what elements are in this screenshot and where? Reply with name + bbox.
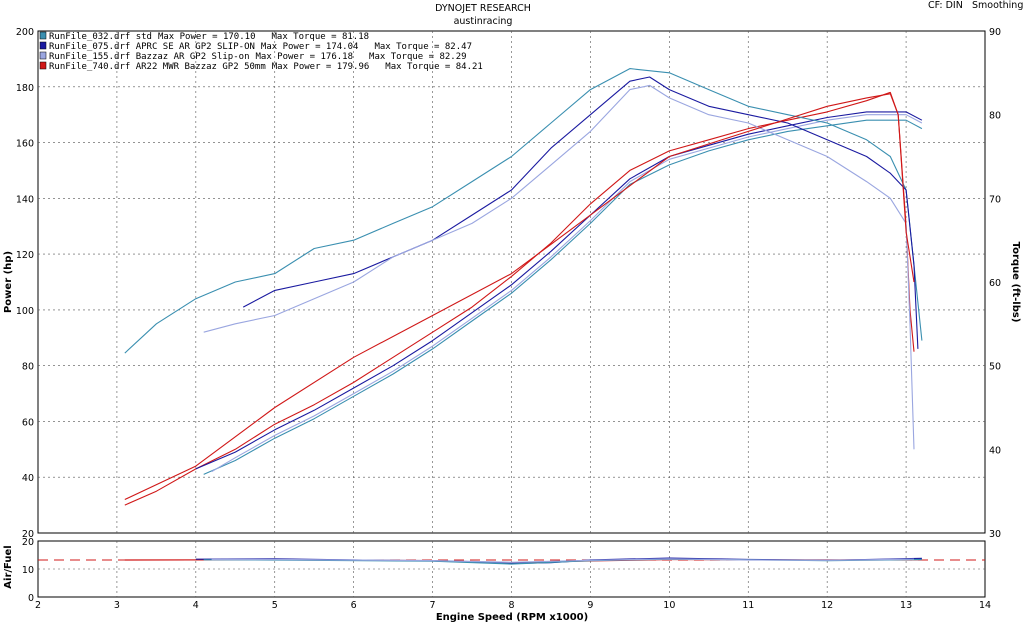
y-tick-label: 60 [22, 417, 34, 428]
chart-subtitle: austinracing [454, 16, 513, 27]
y-tick-label: 200 [16, 27, 34, 38]
x-tick-label: 3 [114, 600, 120, 611]
series-line-torque-7 [124, 93, 915, 500]
smoothing-label: Smoothing: 5 [972, 0, 1023, 11]
cf-label: CF: DIN [928, 0, 963, 11]
y-tick-label: 140 [16, 194, 34, 205]
af-plot-frame [37, 540, 986, 598]
y-tick-label: 80 [22, 362, 34, 373]
main-plot: 20 40 60 80 100 120 140 160 180 200 30 40 50 60 70 80 90 [16, 27, 1001, 540]
y2-tick-label: 30 [989, 529, 1001, 540]
legend-swatch [39, 31, 47, 40]
legend: RunFile_032.drf std Max Power = 170.10 Max… [39, 31, 483, 72]
af-y-tick-label: 20 [22, 537, 34, 548]
x-tick-label: 14 [979, 600, 991, 611]
series-line-power-2 [203, 119, 923, 475]
legend-max-power: Max Power = 174.04 [261, 42, 359, 52]
af-series-line-3 [211, 558, 915, 563]
x-tick-label: 2 [35, 600, 41, 611]
x-tick-label: 4 [193, 600, 199, 611]
y-tick-label: 180 [16, 83, 34, 94]
x-tick-label: 12 [821, 600, 833, 611]
y2-tick-label: 50 [989, 362, 1001, 373]
y2-tick-label: 40 [989, 445, 1001, 456]
legend-max-power: Max Power = 170.10 [158, 32, 256, 42]
y2-tick-label: 70 [989, 194, 1001, 205]
y2-axis-label: Torque (ft-lbs) [1010, 242, 1021, 323]
legend-max-torque: Max Torque = 82.29 [369, 52, 467, 62]
y-tick-label: 100 [16, 306, 34, 317]
x-tick-label: 8 [508, 600, 514, 611]
air-fuel-plot: 2 3 4 5 6 7 8 9 10 11 12 13 14 0 10 20 [22, 537, 991, 611]
x-axis-label: Engine Speed (RPM x1000) [436, 612, 588, 623]
y-axis-label: Power (hp) [3, 251, 14, 313]
series-line-torque-6 [203, 84, 915, 450]
legend-file: RunFile_032.drf std [49, 32, 152, 42]
legend-max-power: Max Power = 179.96 [272, 62, 370, 72]
x-tick-label: 13 [900, 600, 912, 611]
y2-tick-label: 90 [989, 27, 1001, 38]
x-tick-label: 6 [351, 600, 357, 611]
series-line-power-0 [124, 91, 915, 506]
legend-max-torque: Max Torque = 81.18 [272, 32, 370, 42]
legend-max-power: Max Power = 176.18 [255, 52, 353, 62]
af-y-tick-label: 0 [28, 593, 34, 604]
legend-file: RunFile_075.drf APRC SE AR GP2 SLIP-ON [49, 42, 255, 52]
series-line-torque-5 [242, 76, 919, 349]
y-tick-label: 20 [22, 529, 34, 540]
legend-file: RunFile_155.drf Bazzaz AR GP2 Slip-on [49, 52, 249, 62]
x-tick-label: 5 [272, 600, 278, 611]
series-line-power-1 [195, 111, 923, 470]
af-axis-label: Air/Fuel [3, 545, 14, 588]
legend-max-torque: Max Torque = 82.47 [374, 42, 472, 52]
x-tick-label: 9 [587, 600, 593, 611]
x-tick-label: 10 [663, 600, 675, 611]
legend-file: RunFile_740.drf AR22 MWR Bazzaz GP2 50mm [49, 62, 266, 72]
series-line-torque-4 [124, 68, 923, 354]
y2-tick-label: 80 [989, 111, 1001, 122]
y-tick-label: 160 [16, 139, 34, 150]
legend-swatch [39, 61, 47, 70]
legend-max-torque: Max Torque = 84.21 [385, 62, 483, 72]
y-tick-label: 120 [16, 250, 34, 261]
y2-tick-label: 60 [989, 278, 1001, 289]
af-y-tick-label: 10 [22, 565, 34, 576]
x-tick-label: 7 [430, 600, 436, 611]
legend-swatch [39, 51, 47, 60]
chart-title: DYNOJET RESEARCH [435, 3, 531, 14]
legend-swatch [39, 41, 47, 50]
x-tick-label: 11 [742, 600, 754, 611]
y-tick-label: 40 [22, 473, 34, 484]
